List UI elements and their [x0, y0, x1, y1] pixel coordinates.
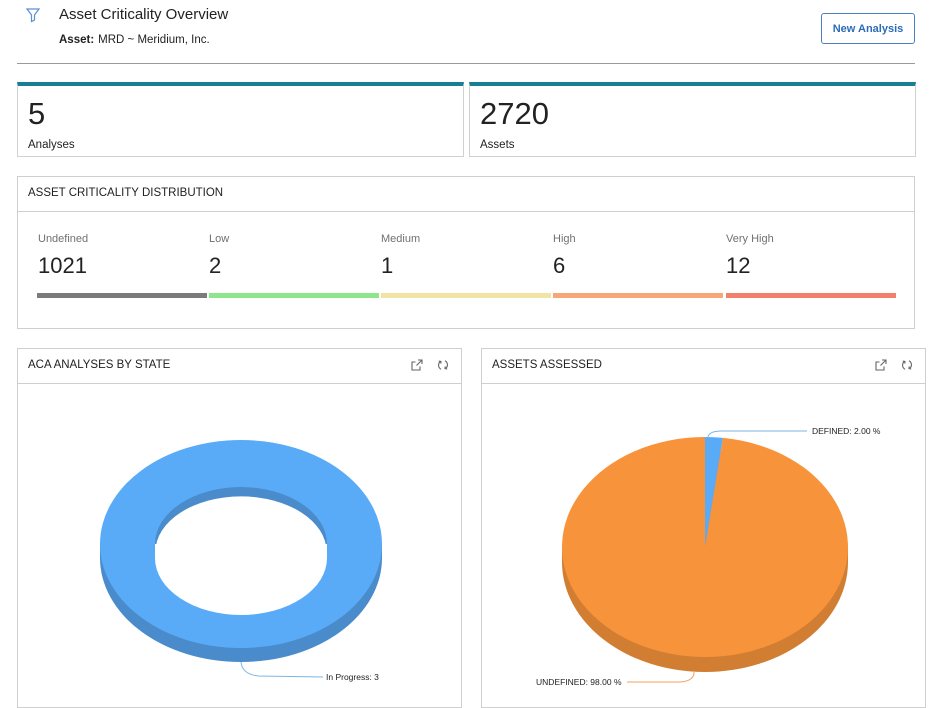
header-divider: [17, 63, 915, 64]
dist-value: 2: [209, 253, 222, 278]
expand-icon[interactable]: [410, 358, 424, 372]
dist-bar-medium: [381, 293, 551, 298]
analyses-card[interactable]: 5 Analyses: [17, 82, 464, 157]
new-analysis-button[interactable]: New Analysis: [821, 13, 915, 44]
dist-item-high[interactable]: High 6: [553, 233, 576, 279]
criticality-distribution-panel: ASSET CRITICALITY DISTRIBUTION Undefined…: [17, 176, 915, 329]
dist-value: 12: [726, 253, 751, 278]
dist-item-low[interactable]: Low 2: [209, 233, 229, 279]
dist-label: Very High: [726, 233, 774, 245]
assets-card[interactable]: 2720 Assets: [469, 82, 916, 157]
page-title: Asset Criticality Overview: [59, 6, 229, 23]
analyses-count: 5: [28, 96, 46, 131]
distribution-title: ASSET CRITICALITY DISTRIBUTION: [28, 187, 224, 199]
dist-item-undefined[interactable]: Undefined 1021: [38, 233, 88, 279]
dist-item-medium[interactable]: Medium 1: [381, 233, 420, 279]
pie-label-defined: DEFINED: 2.00 %: [812, 426, 881, 436]
dist-label: Low: [209, 233, 230, 245]
panel-title: ASSETS ASSESSED: [492, 359, 602, 371]
pie-label-undefined: UNDEFINED: 98.00 %: [536, 677, 622, 687]
dist-value: 1021: [38, 253, 87, 278]
panel-divider: [18, 211, 914, 212]
panel-divider: [482, 383, 925, 384]
dist-label: High: [553, 233, 576, 245]
donut-label-in-progress: In Progress: 3: [326, 672, 379, 682]
asset-line: Asset: MRD ~ Meridium, Inc.: [59, 34, 210, 46]
asset-label: Asset:: [59, 34, 95, 46]
dist-bar-low: [209, 293, 379, 298]
panel-divider: [18, 383, 461, 384]
dist-bar-high: [553, 293, 723, 298]
pie-slice-defined: [705, 437, 723, 547]
dist-label: Undefined: [38, 233, 89, 245]
dist-value: 1: [381, 253, 394, 278]
dist-label: Medium: [381, 233, 421, 245]
analyses-label: Analyses: [28, 139, 75, 151]
dist-value: 6: [553, 253, 566, 278]
panel-title: ACA ANALYSES BY STATE: [28, 359, 171, 371]
assets-count: 2720: [480, 96, 549, 131]
asset-value: MRD ~ Meridium, Inc.: [98, 34, 210, 46]
assets-assessed-panel: ASSETS ASSESSED DEFINED: 2.00 % UNDEFINED…: [481, 348, 926, 708]
assets-label: Assets: [480, 139, 515, 151]
dist-bar-very-high: [726, 293, 896, 298]
dist-bar-undefined: [37, 293, 207, 298]
analyses-by-state-donut: In Progress: 3: [100, 440, 382, 682]
assets-assessed-pie: DEFINED: 2.00 % UNDEFINED: 98.00 %: [536, 426, 881, 687]
aca-analyses-by-state-panel: ACA ANALYSES BY STATE In Progress: 3: [17, 348, 462, 708]
dist-item-very-high[interactable]: Very High 12: [726, 233, 774, 279]
filter-icon[interactable]: [24, 6, 42, 24]
refresh-icon[interactable]: [900, 358, 914, 372]
pie-slice-undefined: [562, 437, 848, 657]
refresh-icon[interactable]: [436, 358, 450, 372]
expand-icon[interactable]: [874, 358, 888, 372]
